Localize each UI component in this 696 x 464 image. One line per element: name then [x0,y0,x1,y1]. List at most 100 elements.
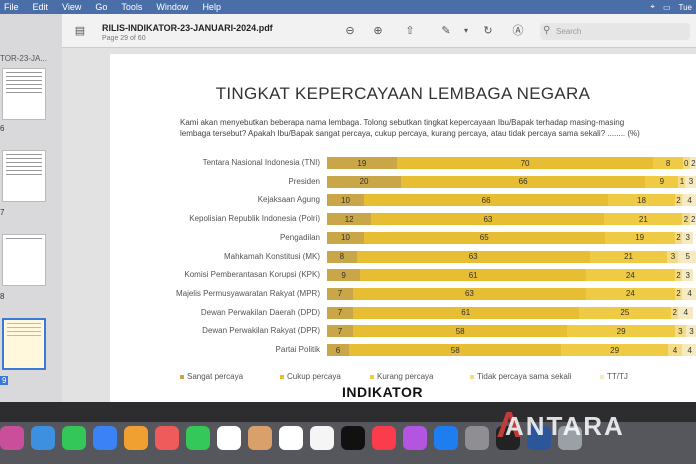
menu-edit[interactable]: Edit [32,2,49,12]
bar-segment: 10 [327,231,364,244]
rotate-icon[interactable]: ↻ [483,25,493,37]
battery-icon[interactable]: ▭ [662,2,671,12]
legend-swatch [180,374,184,379]
bar-segment: 7 [327,306,353,319]
bar-segment: 19 [604,231,675,244]
chart-row: Dewan Perwakilan Rakyat (DPR) 7 58 29 3 3 [110,325,696,338]
bar-segment: 61 [360,269,586,282]
zoom-in-icon[interactable]: ⊕ [373,25,383,37]
toolbar: ▤ RILIS-INDIKATOR-23-JANUARI-2024.pdf Pa… [62,14,696,48]
clock-text[interactable]: Tue [678,2,693,12]
bar-segment: 5 [678,250,696,263]
stacked-bar: 20 66 9 1 3 [327,175,696,188]
search-input[interactable]: ⚲ Search [540,23,690,40]
chevron-down-icon[interactable]: ▾ [463,26,468,35]
launchpad-icon[interactable] [0,426,24,450]
menu-view[interactable]: View [62,2,82,12]
menu-help[interactable]: Help [202,2,221,12]
chart-row: Kejaksaan Agung 10 66 18 2 4 [110,194,696,207]
page-indicator: Page 29 of 60 [102,35,146,42]
reminders-icon[interactable] [279,426,303,450]
menu-file[interactable]: File [4,2,19,12]
sidebar-toggle-icon[interactable]: ▤ [74,25,86,37]
calendar-icon[interactable] [217,426,241,450]
stacked-bar: 7 63 24 2 4 [327,287,696,300]
music-icon[interactable] [372,426,396,450]
bar-segment: 3 [685,175,696,188]
bar-segment: 2 [671,306,679,319]
bar-segment: 10 [327,194,364,207]
preview-icon[interactable] [558,426,582,450]
page-thumbnail[interactable] [2,150,46,202]
markup-pen-icon[interactable]: ✎ [441,25,451,37]
page-thumbnail[interactable] [2,234,46,286]
menu-tools[interactable]: Tools [121,2,143,12]
watermark: ANTARA [505,411,625,441]
bar-segment: 21 [604,213,683,226]
chart-row: Presiden 20 66 9 1 3 [110,175,696,188]
legend-label: Tidak percaya sama sekali [477,372,572,381]
document-area[interactable]: TINGKAT KEPERCAYAAN LEMBAGA NEGARA Kami … [62,48,696,402]
stacked-bar: 6 58 29 4 4 [327,344,696,356]
bar-segment: 63 [371,213,605,226]
bar-segment: 0 [682,157,690,169]
bar-segment: 9 [327,269,361,282]
bar-segment: 3 [682,269,694,282]
bar-segment: 63 [356,250,590,263]
chart-row: Dewan Perwakilan Daerah (DPD) 7 61 25 2 4 [110,306,696,319]
menu-go[interactable]: Go [95,2,108,12]
facetime-icon[interactable] [186,426,210,450]
bar-segment: 4 [682,194,696,207]
bar-segment: 21 [589,250,668,263]
category-label: Presiden [288,176,320,186]
chart-row: Majelis Permusyawaratan Rakyat (MPR) 7 63 2… [110,287,696,300]
bar-segment: 3 [667,250,679,263]
contacts-icon[interactable] [248,426,272,450]
zoom-out-icon[interactable]: ⊖ [345,25,355,37]
bar-segment: 25 [578,306,672,319]
menu-window[interactable]: Window [156,2,189,12]
legend-label: Kurang percaya [377,372,434,381]
messages-icon[interactable] [62,426,86,450]
bar-segment: 3 [682,231,694,244]
photos-icon[interactable] [155,426,179,450]
system-settings-icon[interactable] [465,426,489,450]
wifi-icon[interactable]: ⌖ [650,2,655,11]
page-thumbnail[interactable] [2,68,46,120]
notes-icon[interactable] [310,426,334,450]
bar-segment: 58 [352,325,568,338]
bar-segment: 66 [364,194,609,207]
legend-swatch [370,374,374,379]
legend-item: Kurang percaya [370,372,433,381]
thumbnail-sidebar[interactable]: TOR-23-JA... 6 7 8 9 [0,14,62,402]
legend-label: Cukup percaya [287,372,341,381]
antara-logo-mark: Λ [497,404,522,445]
safari-icon[interactable] [31,426,55,450]
menu-bar: File Edit View Go Tools Window Help ⌖ ▭ … [0,0,696,14]
bar-segment: 2 [689,213,696,226]
pdf-page: TINGKAT KEPERCAYAAN LEMBAGA NEGARA Kami … [110,54,696,402]
bar-segment: 18 [608,194,675,207]
bar-segment: 9 [645,175,679,188]
annotate-icon[interactable]: Ⓐ [512,25,524,37]
category-label: Dewan Perwakilan Daerah (DPD) [200,307,320,317]
apple-tv-icon[interactable] [341,426,365,450]
bar-segment: 29 [567,325,675,338]
category-label: Tentara Nasional Indonesia (TNI) [202,158,320,167]
category-label: Dewan Perwakilan Rakyat (DPR) [202,326,320,336]
document-title: RILIS-INDIKATOR-23-JANUARI-2024.pdf [102,23,273,33]
stacked-bar: 8 63 21 3 5 [327,250,696,263]
bar-segment: 3 [674,325,686,338]
word-icon[interactable] [527,426,551,450]
share-icon[interactable]: ⇧ [405,25,415,37]
app-store-icon[interactable] [434,426,458,450]
bar-segment: 70 [396,157,654,169]
maps-icon[interactable] [124,426,148,450]
terminal-icon[interactable] [496,426,520,450]
podcasts-icon[interactable] [403,426,427,450]
category-label: Komisi Pemberantasan Korupsi (KPK) [184,270,320,280]
mail-icon[interactable] [93,426,117,450]
page-thumbnail-selected[interactable] [2,318,46,370]
legend-swatch [280,374,284,379]
indikator-logo: INDIKATOR [342,384,423,400]
